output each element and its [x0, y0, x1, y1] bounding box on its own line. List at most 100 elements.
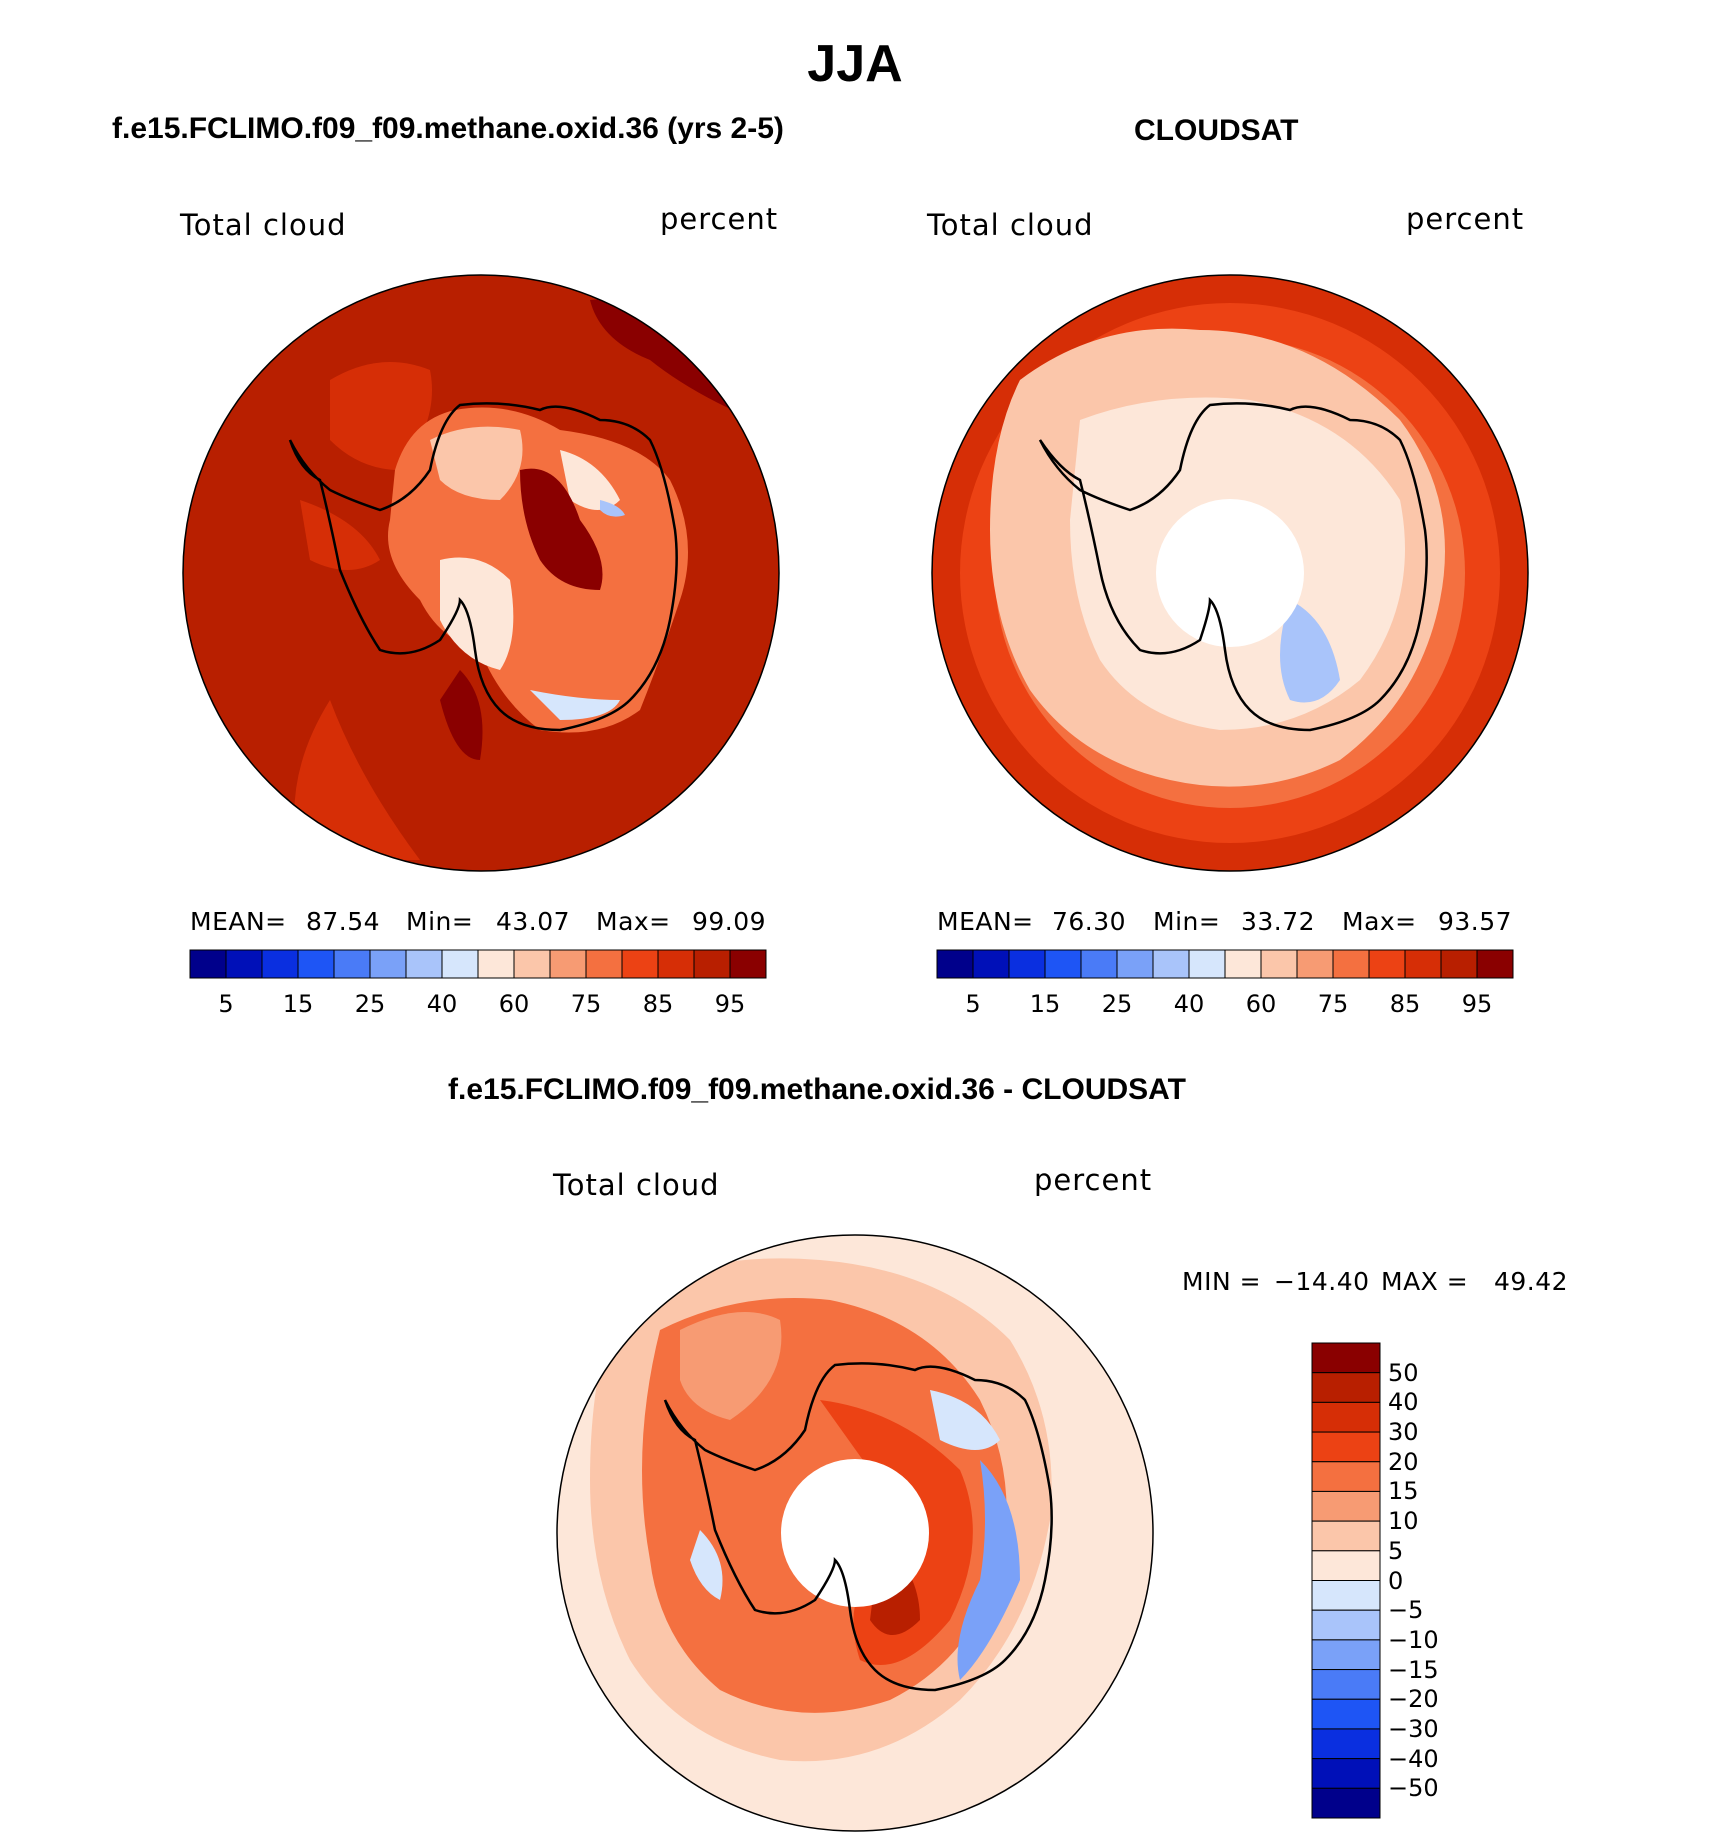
panel1-region-high-center [520, 468, 603, 590]
diff-colorbar-swatch [1311, 1669, 1381, 1700]
diff-units-label: percent [1034, 1163, 1153, 1197]
panel1-colorbar-tick-label: 85 [642, 990, 674, 1018]
diff-colorbar-swatch [1311, 1580, 1381, 1611]
panel1-region-low-1 [430, 426, 523, 500]
diff-colorbar-swatch [1311, 1431, 1381, 1463]
diff-max-value: 49.42 [1494, 1267, 1569, 1296]
diff-colorbar-swatch [1311, 1639, 1381, 1671]
panel2-min-value: 33.72 [1241, 907, 1316, 936]
panel1-colorbar-tick-label: 40 [426, 990, 458, 1018]
diff-colorbar-swatch [1311, 1342, 1381, 1374]
diff-colorbar-tick-label: −50 [1388, 1774, 1439, 1803]
panel2-colorbar-tick-label: 85 [1389, 990, 1421, 1018]
panel2-colorbar-tick-label: 75 [1317, 990, 1349, 1018]
panel1-max-value: 99.09 [692, 907, 767, 936]
panel1-colorbar-swatch [621, 949, 659, 979]
diff-missing-data-hole [781, 1459, 929, 1607]
diff-colorbar-tick-label: 0 [1388, 1566, 1404, 1595]
panel2-colorbar [936, 949, 1514, 979]
panel2-missing-data-hole [1156, 499, 1304, 647]
panel2-colorbar-tick-label: 25 [1101, 990, 1133, 1018]
diff-colorbar-swatch [1311, 1550, 1381, 1581]
panel2-colorbar-swatch [1476, 949, 1514, 979]
panel2-colorbar-tick-label: 95 [1461, 990, 1493, 1018]
panel1-colorbar-swatch [333, 949, 371, 979]
diff-colorbar-swatch [1311, 1461, 1381, 1492]
panel2-max-label: Max= [1342, 907, 1417, 936]
diff-colorbar-swatch [1311, 1372, 1381, 1403]
diff-region-peninsula [680, 1312, 782, 1420]
diff-colorbar-tick-label: 50 [1388, 1358, 1419, 1387]
panel2-colorbar-swatch [1260, 949, 1298, 979]
panel1-region-peninsula [330, 362, 432, 470]
panel1-colorbar-swatch [225, 949, 263, 979]
panel1-region-blue-spot [600, 500, 625, 517]
panel1-colorbar-swatch [657, 949, 695, 979]
diff-max-label: MAX = [1381, 1267, 1469, 1296]
diff-colorbar-tick-label: −30 [1388, 1714, 1439, 1743]
diff-colorbar-swatch [1311, 1698, 1381, 1730]
panel1-colorbar-swatch [585, 949, 623, 979]
diff-antarctica-coastline [663, 1362, 1053, 1692]
panel2-antarctica-coastline [1038, 402, 1428, 732]
panel1-colorbar-tick-label: 25 [354, 990, 386, 1018]
diff-region-negative-ne [930, 1390, 1000, 1450]
diff-colorbar-swatch [1311, 1758, 1381, 1789]
diff-colorbar-tick-label: 15 [1388, 1477, 1419, 1506]
panel2-colorbar-swatch [1188, 949, 1226, 979]
panel1-colorbar-tick-label: 5 [218, 990, 234, 1018]
panel2-title: CLOUDSAT [1134, 114, 1299, 147]
panel1-colorbar-tick-label: 75 [570, 990, 602, 1018]
panel1-colorbar-swatch [297, 949, 335, 979]
diff-colorbar-swatch [1311, 1490, 1381, 1522]
panel2-colorbar-tick-label: 15 [1029, 990, 1061, 1018]
panel1-colorbar-swatch [441, 949, 479, 979]
panel1-map-border [182, 274, 780, 872]
panel2-colorbar-tick-label: 60 [1245, 990, 1277, 1018]
diff-colorbar-tick-label: 10 [1388, 1507, 1419, 1536]
panel1-max-label: Max= [596, 907, 671, 936]
panel2-min-label: Min= [1153, 907, 1221, 936]
panel2-colorbar-swatch [1332, 949, 1370, 979]
panel2-units-label: percent [1406, 202, 1525, 236]
panel1-colorbar-swatch [405, 949, 443, 979]
panel1-colorbar-tick-label: 60 [498, 990, 530, 1018]
panel2-colorbar-swatch [1368, 949, 1406, 979]
diff-region-negative-east [957, 1460, 1020, 1680]
panel2-colorbar-swatch [1296, 949, 1334, 979]
panel1-region-high-south [440, 670, 483, 760]
diff-min-value: −14.40 [1274, 1267, 1370, 1296]
panel1-region-west [300, 500, 380, 570]
diff-colorbar-tick-label: −5 [1388, 1596, 1424, 1625]
diff-colorbar-swatch [1311, 1609, 1381, 1641]
diff-colorbar-tick-label: 5 [1388, 1536, 1404, 1565]
panel1-colorbar [189, 949, 767, 979]
panel1-region-low-2 [560, 450, 620, 510]
panel1-map [183, 275, 779, 871]
panel1-colorbar-swatch [693, 949, 731, 979]
panel1-mean-value: 87.54 [306, 907, 381, 936]
diff-colorbar-swatch [1311, 1787, 1381, 1819]
main-title: JJA [807, 35, 903, 93]
diff-min-label: MIN = [1182, 1267, 1262, 1296]
diff-panel-title: f.e15.FCLIMO.f09_f09.methane.oxid.36 - C… [448, 1073, 1186, 1106]
diff-colorbar [1311, 1342, 1381, 1819]
diff-colorbar-swatch [1311, 1728, 1381, 1760]
panel1-colorbar-swatch [261, 949, 299, 979]
panel1-min-value: 43.07 [496, 907, 571, 936]
panel1-min-label: Min= [406, 907, 474, 936]
panel2-colorbar-swatch [936, 949, 974, 979]
diff-colorbar-tick-label: −10 [1388, 1625, 1439, 1654]
panel1-colorbar-swatch [549, 949, 587, 979]
panel1-region-negative [530, 690, 620, 720]
panel2-mean-label: MEAN= [937, 907, 1034, 936]
panel1-title: f.e15.FCLIMO.f09_f09.methane.oxid.36 (yr… [112, 112, 784, 145]
panel2-map [932, 275, 1528, 871]
panel1-colorbar-swatch [369, 949, 407, 979]
panel2-variable-label: Total cloud [927, 208, 1094, 242]
panel2-colorbar-tick-label: 40 [1173, 990, 1205, 1018]
diff-region-negative-west [690, 1530, 723, 1600]
panel1-colorbar-swatch [477, 949, 515, 979]
panel1-antarctica-coastline [288, 402, 678, 732]
